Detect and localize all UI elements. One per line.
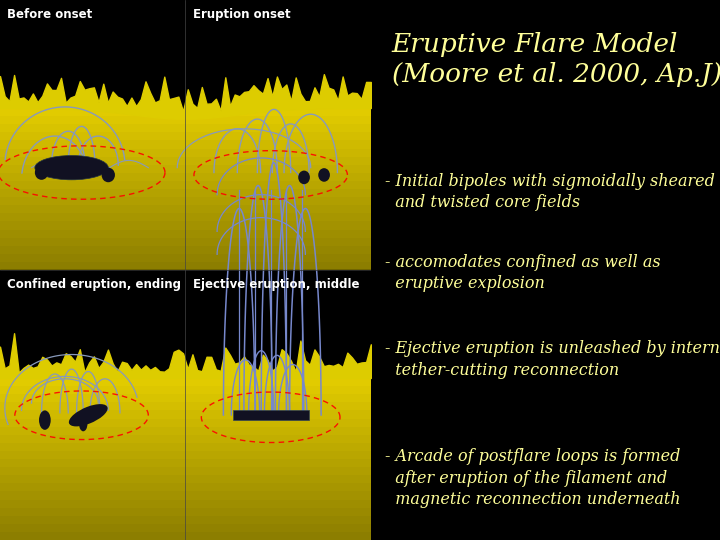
Bar [0, 230, 371, 238]
Bar [0, 378, 371, 386]
Bar [0, 270, 371, 540]
Bar [0, 197, 371, 205]
Ellipse shape [102, 167, 115, 183]
Bar [0, 116, 371, 124]
Bar [0, 262, 371, 270]
Bar [0, 124, 371, 132]
Bar [0, 524, 371, 532]
Text: Ejective eruption, middle: Ejective eruption, middle [193, 278, 359, 291]
Bar [0, 254, 371, 262]
Ellipse shape [79, 417, 87, 431]
Bar [0, 165, 371, 173]
Bar [0, 270, 371, 540]
Ellipse shape [35, 165, 48, 180]
Bar [0, 0, 371, 270]
Bar [0, 132, 371, 140]
Bar [0, 443, 371, 451]
Bar [0, 157, 371, 165]
Text: - accomodates confined as well as
  eruptive explosion: - accomodates confined as well as erupti… [384, 254, 660, 292]
Bar [0, 173, 371, 181]
Bar [0, 394, 371, 402]
Bar [0, 410, 371, 418]
Bar [0, 475, 371, 483]
Text: Before onset: Before onset [7, 8, 93, 21]
Text: - Ejective eruption is unleashed by internal
  tether-cutting reconnection: - Ejective eruption is unleashed by inte… [384, 340, 720, 379]
Bar [0, 238, 371, 246]
Bar [0, 189, 371, 197]
Bar [0, 418, 371, 427]
Text: Eruption onset: Eruption onset [193, 8, 290, 21]
Ellipse shape [35, 156, 108, 180]
Bar [0, 500, 371, 508]
Bar [0, 451, 371, 459]
Text: - Arcade of postflare loops is formed
  after eruption of the filament and
  mag: - Arcade of postflare loops is formed af… [384, 448, 680, 508]
Bar [0, 427, 371, 435]
Text: - Initial bipoles with sigmoidally sheared
  and twisted core fields: - Initial bipoles with sigmoidally shear… [384, 173, 715, 211]
Text: Eruptive Flare Model
(Moore et al. 2000, Ap.J): Eruptive Flare Model (Moore et al. 2000,… [392, 32, 720, 87]
Text: Confined eruption, ending: Confined eruption, ending [7, 278, 181, 291]
Bar [0, 205, 371, 213]
Bar [0, 140, 371, 148]
Bar [0, 386, 371, 394]
Ellipse shape [39, 410, 50, 430]
Bar [0, 467, 371, 475]
Ellipse shape [298, 171, 310, 184]
Ellipse shape [318, 168, 330, 182]
Bar [0, 516, 371, 524]
Ellipse shape [69, 404, 108, 427]
Bar [0, 148, 371, 157]
Bar [0, 491, 371, 500]
Bar [233, 410, 308, 421]
Bar [0, 508, 371, 516]
Bar [0, 483, 371, 491]
Bar [0, 181, 371, 189]
Bar [0, 221, 371, 229]
Bar [0, 213, 371, 221]
Bar [0, 532, 371, 540]
Bar [0, 435, 371, 443]
Bar [0, 246, 371, 254]
Bar [0, 402, 371, 410]
Bar [0, 459, 371, 467]
Bar [0, 108, 371, 116]
Bar [0, 0, 371, 270]
